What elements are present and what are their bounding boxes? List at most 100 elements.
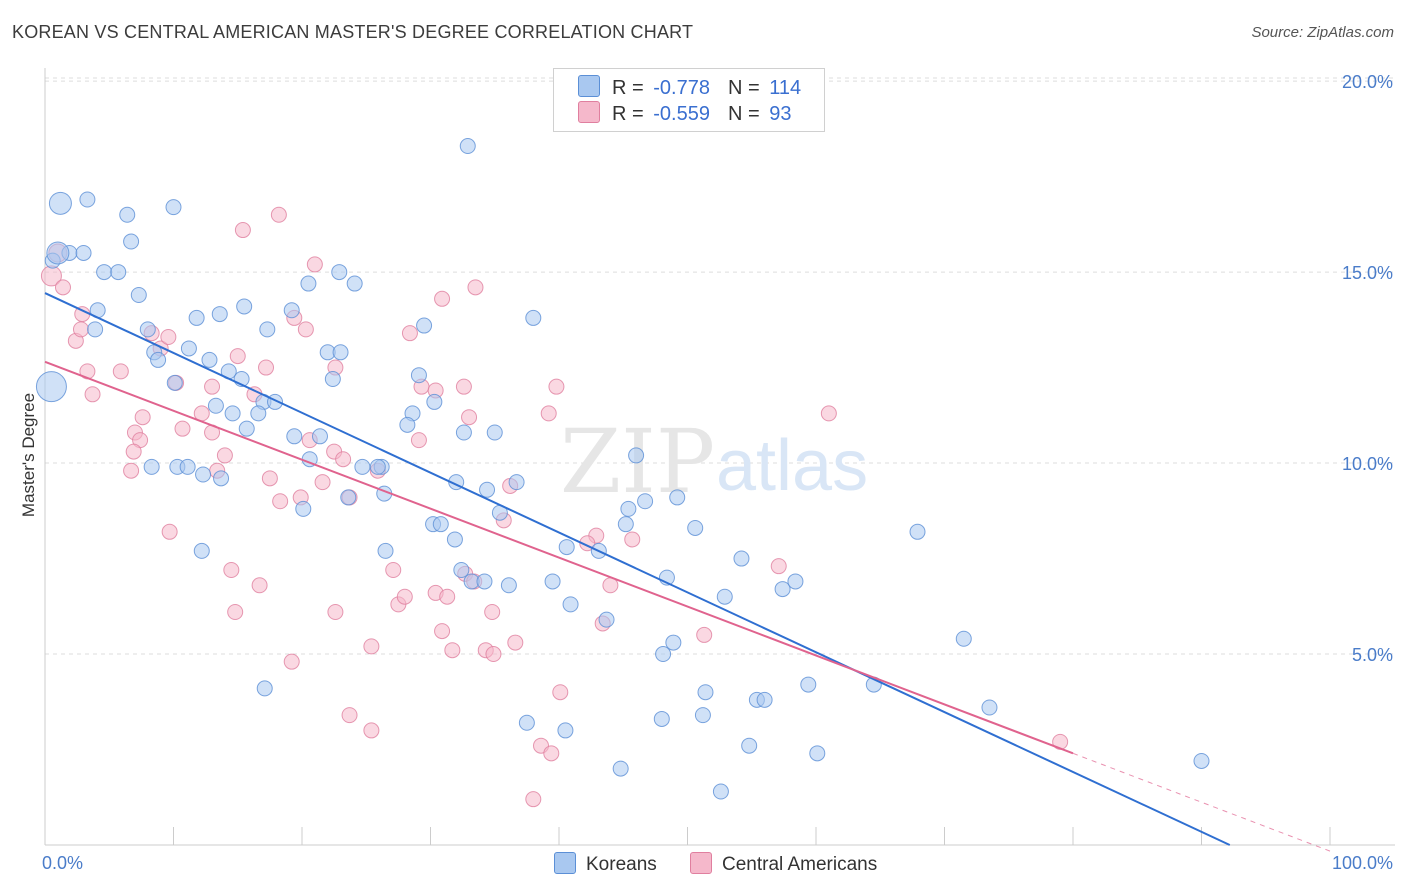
- korean-point: [75, 244, 92, 261]
- axis-layer: [44, 68, 1395, 846]
- central-american-point: [507, 634, 524, 651]
- y-tick-label: 5.0%: [1352, 645, 1393, 665]
- central-american-point: [234, 222, 251, 239]
- korean-point: [508, 474, 525, 491]
- korean-point: [399, 416, 416, 433]
- central-american-point: [363, 638, 380, 655]
- korean-point: [300, 275, 317, 292]
- central-american-point: [385, 561, 402, 578]
- korean-point: [286, 428, 303, 445]
- korean-point: [259, 321, 276, 338]
- central-american-point: [283, 653, 300, 670]
- central-american-trend-line: [44, 360, 1074, 755]
- central-american-point: [396, 588, 413, 605]
- central-american-point: [552, 684, 569, 701]
- korean-point: [410, 367, 427, 384]
- source-credit: Source: ZipAtlas.com: [1251, 24, 1394, 41]
- stats-legend: R = -0.778 N = 114 R = -0.559 N = 93: [553, 68, 825, 132]
- central-american-point: [410, 432, 427, 449]
- y-tick-label: 15.0%: [1342, 263, 1393, 283]
- n-label: N =: [727, 103, 760, 125]
- korean-point: [295, 500, 312, 517]
- korean-point: [653, 710, 670, 727]
- korean-point: [544, 573, 561, 590]
- central-american-point: [270, 206, 287, 223]
- korean-point: [637, 493, 654, 510]
- korean-point: [123, 233, 140, 250]
- korean-point: [377, 542, 394, 559]
- watermark: ZIP atlas: [560, 410, 868, 513]
- korean-point: [774, 581, 791, 598]
- central-american-point: [434, 290, 451, 307]
- korean-point: [193, 542, 210, 559]
- central-american-point: [485, 646, 502, 663]
- korean-point: [756, 691, 773, 708]
- korean-point: [479, 481, 496, 498]
- trend-lines: [44, 292, 1331, 852]
- korean-legend-label: Koreans: [586, 854, 657, 875]
- korean-point: [346, 275, 363, 292]
- central-american-point: [461, 409, 478, 426]
- korean-point: [612, 760, 629, 777]
- korean-point: [110, 264, 127, 281]
- korean-point: [557, 722, 574, 739]
- korean-point: [500, 577, 517, 594]
- central-american-point: [134, 409, 151, 426]
- korean-point: [459, 138, 476, 155]
- central-american-point: [261, 470, 278, 487]
- korean-point: [416, 317, 433, 334]
- korean-point: [655, 646, 672, 663]
- legend-row-koreans: R = -0.778 N = 114: [578, 75, 801, 99]
- korean-point: [432, 516, 449, 533]
- central-american-point: [223, 561, 240, 578]
- korean-point: [369, 458, 386, 475]
- korean-point: [455, 424, 472, 441]
- korean-point: [687, 519, 704, 536]
- korean-point: [165, 199, 182, 216]
- central-american-point: [229, 348, 246, 365]
- korean-point: [283, 302, 300, 319]
- central-american-r-value: -0.559: [653, 103, 710, 125]
- korean-point: [697, 684, 714, 701]
- central-american-point: [258, 359, 275, 376]
- korean-point: [207, 397, 224, 414]
- korean-point: [598, 611, 615, 628]
- korean-point: [354, 458, 371, 475]
- korean-n-value: 114: [769, 77, 802, 99]
- korean-point: [188, 309, 205, 326]
- central-american-point: [161, 523, 178, 540]
- korean-legend-swatch: [554, 852, 576, 874]
- central-american-point: [72, 321, 89, 338]
- korean-point: [453, 561, 470, 578]
- korean-point: [712, 783, 729, 800]
- korean-point: [87, 321, 104, 338]
- korean-point: [617, 516, 634, 533]
- central-american-point: [341, 707, 358, 724]
- korean-point: [224, 405, 241, 422]
- r-label: R =: [612, 103, 644, 125]
- korean-point: [741, 737, 758, 754]
- korean-point: [525, 309, 542, 326]
- korean-point: [716, 588, 733, 605]
- korean-point: [195, 466, 212, 483]
- korean-point: [35, 371, 67, 403]
- korean-point: [236, 298, 253, 315]
- central-american-point: [525, 791, 542, 808]
- central-american-legend-swatch: [690, 852, 712, 874]
- korean-point: [426, 393, 443, 410]
- korean-point: [201, 351, 218, 368]
- korean-point: [955, 630, 972, 647]
- n-label: N =: [727, 77, 760, 99]
- central-american-point: [272, 493, 289, 510]
- central-american-point: [363, 722, 380, 739]
- central-american-point: [696, 626, 713, 643]
- central-american-point: [54, 279, 71, 296]
- korean-point: [96, 264, 113, 281]
- central-american-point: [335, 451, 352, 468]
- central-american-point: [624, 531, 641, 548]
- korean-point: [332, 344, 349, 361]
- central-american-point: [543, 745, 560, 762]
- korean-swatch: [578, 75, 600, 97]
- central-american-n-value: 93: [769, 103, 792, 125]
- legend-item-central-americans: Central Americans: [690, 852, 877, 876]
